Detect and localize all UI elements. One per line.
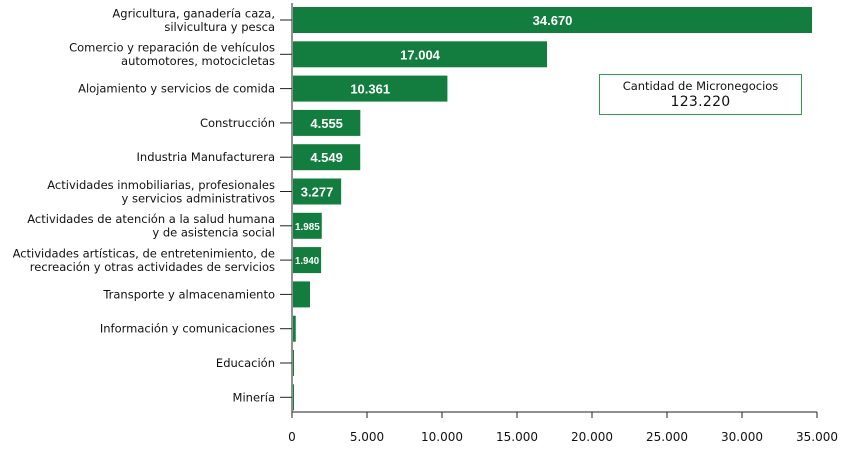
bar-11 (293, 350, 294, 376)
x-tick-label-7: 30.000 (721, 430, 763, 444)
x-axis: 0 5.000 10.000 15.000 20.000 25.000 30.000 35.0… (288, 411, 838, 444)
x-tick-label-5: 20.000 (571, 430, 613, 444)
category-label-10: Información y comunicaciones (100, 322, 275, 336)
bar-labels-group: 34.670 17.004 10.361 4.555 4.549 3.277 1.985 1.… (295, 13, 572, 267)
bar-9 (293, 281, 310, 308)
bar-7 (293, 212, 322, 239)
bar-value-label-5: 4.549 (310, 150, 343, 165)
category-label-12: Minería (233, 390, 275, 404)
category-label-7: Actividades de atención a la salud human… (27, 212, 275, 240)
bars-group (293, 7, 813, 411)
x-tick-label-4: 15.000 (496, 430, 538, 444)
bar-value-label-6: 3.277 (301, 185, 334, 200)
bar-12 (293, 384, 294, 411)
category-label-1: Agricultura, ganadería caza, silvicultura… (112, 6, 275, 34)
bar-8 (293, 247, 322, 274)
category-label-3: Alojamiento y servicios de comida (78, 82, 275, 96)
bar-value-label-8: 1.940 (295, 256, 320, 267)
category-label-11: Educación (216, 356, 275, 370)
total-box-value: 123.220 (670, 93, 731, 110)
bar-2 (293, 41, 548, 68)
x-tick-label-2: 5.000 (350, 430, 384, 444)
x-tick-label-1: 0 (288, 430, 296, 444)
x-tick-label-8: 35.000 (796, 430, 838, 444)
bar-5 (293, 144, 361, 171)
bar-4 (293, 109, 361, 136)
bar-value-label-1: 34.670 (533, 13, 573, 28)
x-tick-label-6: 25.000 (646, 430, 688, 444)
category-label-4: Construcción (200, 116, 275, 130)
bar-10 (293, 315, 296, 342)
category-label-5: Industria Manufacturera (137, 150, 275, 164)
category-label-8: Actividades artísticas, de entretenimien… (13, 246, 275, 274)
bar-value-label-7: 1.985 (295, 222, 320, 233)
total-box-title: Cantidad de Micronegocios (622, 78, 779, 93)
bar-value-label-3: 10.361 (350, 82, 390, 97)
category-label-6: Actividades inmobiliarias, profesionales… (47, 178, 275, 206)
category-label-2: Comercio y reparación de vehículos automo… (69, 41, 275, 69)
bar-value-label-4: 4.555 (310, 116, 343, 131)
bar-6 (293, 178, 342, 205)
y-axis: Agricultura, ganadería caza, silvicultura… (13, 3, 293, 412)
total-micronegocios-box: Cantidad de Micronegocios 123.220 (599, 74, 802, 115)
x-tick-label-3: 10.000 (421, 430, 463, 444)
bar-1 (293, 7, 813, 33)
bar-value-label-2: 17.004 (400, 47, 441, 62)
bar-3 (293, 75, 448, 102)
category-label-9: Transporte y almacenamiento (102, 287, 275, 301)
